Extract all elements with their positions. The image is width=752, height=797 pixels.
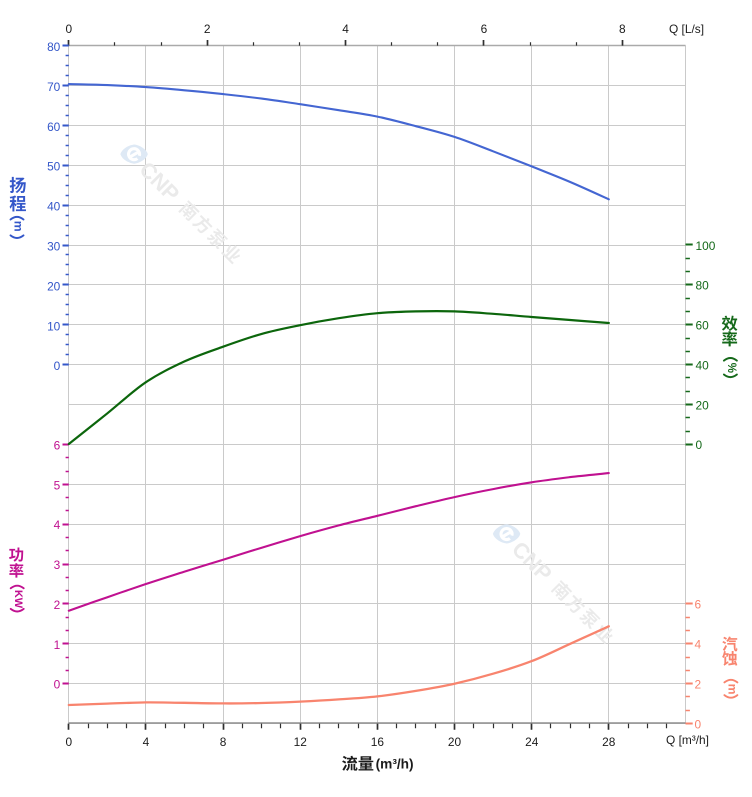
svg-text:20: 20 <box>696 398 710 412</box>
svg-text:2: 2 <box>695 678 702 692</box>
svg-text:0: 0 <box>65 735 72 749</box>
svg-text:70: 70 <box>47 80 61 94</box>
svg-text:8: 8 <box>220 735 227 749</box>
svg-text:20: 20 <box>47 279 61 293</box>
svg-text:6: 6 <box>54 438 61 452</box>
svg-text:50: 50 <box>47 160 61 174</box>
svg-text:m: m <box>725 684 739 695</box>
svg-text:10: 10 <box>47 319 61 333</box>
svg-text:3: 3 <box>54 558 61 572</box>
svg-text:4: 4 <box>143 735 150 749</box>
svg-text:12: 12 <box>294 735 308 749</box>
svg-text:2: 2 <box>54 598 61 612</box>
svg-text:16: 16 <box>371 735 385 749</box>
svg-text:8: 8 <box>619 22 626 36</box>
svg-text:4: 4 <box>695 638 702 652</box>
svg-text:24: 24 <box>525 735 539 749</box>
svg-text:100: 100 <box>696 239 716 253</box>
svg-text:0: 0 <box>695 717 702 731</box>
svg-text:80: 80 <box>696 279 710 293</box>
svg-text:1: 1 <box>54 638 61 652</box>
svg-text:40: 40 <box>47 200 61 214</box>
svg-text:(m³/h): (m³/h) <box>376 756 414 771</box>
svg-text:KW: KW <box>12 590 24 609</box>
svg-text:60: 60 <box>696 319 710 333</box>
svg-text:6: 6 <box>695 598 702 612</box>
svg-text:6: 6 <box>481 22 488 36</box>
svg-text:0: 0 <box>54 359 61 373</box>
svg-text:28: 28 <box>602 735 616 749</box>
svg-text:%: % <box>725 363 737 373</box>
svg-text:4: 4 <box>54 518 61 532</box>
svg-text:30: 30 <box>47 240 61 254</box>
svg-text:0: 0 <box>65 22 72 36</box>
svg-text:Q [m³/h]: Q [m³/h] <box>666 733 709 747</box>
svg-text:40: 40 <box>696 358 710 372</box>
svg-text:0: 0 <box>54 678 61 692</box>
svg-text:60: 60 <box>47 120 61 134</box>
svg-text:5: 5 <box>54 478 61 492</box>
svg-text:2: 2 <box>204 22 211 36</box>
svg-text:80: 80 <box>47 40 61 54</box>
svg-text:4: 4 <box>342 22 349 36</box>
svg-text:20: 20 <box>448 735 462 749</box>
svg-text:Q [L/s]: Q [L/s] <box>669 22 704 36</box>
svg-text:m: m <box>11 221 25 232</box>
svg-text:0: 0 <box>696 438 703 452</box>
